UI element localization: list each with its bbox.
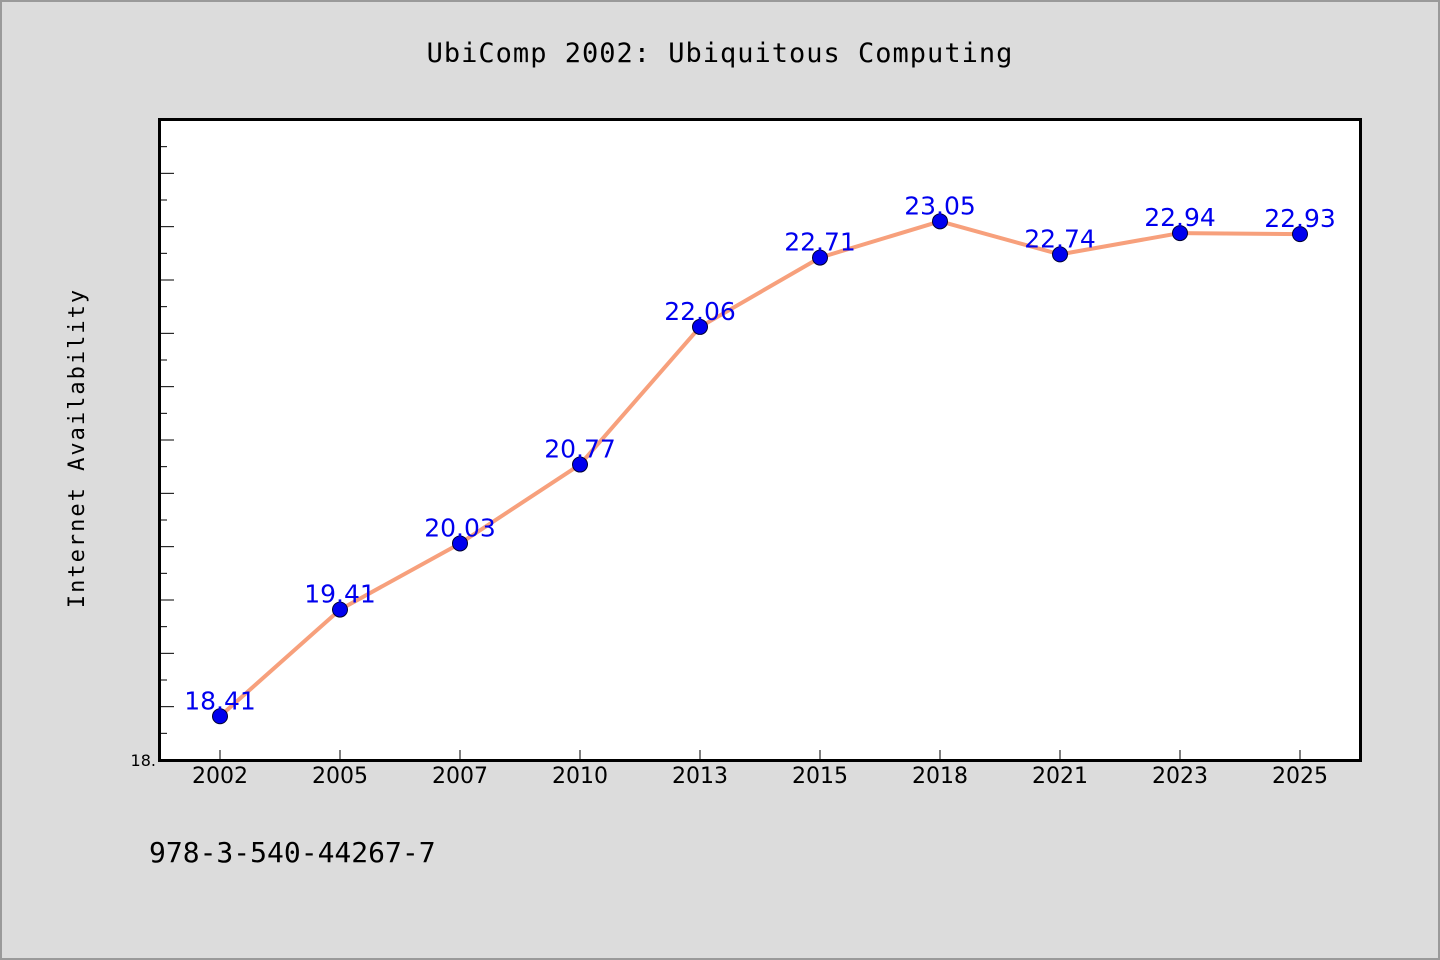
data-label: 18.41	[184, 686, 256, 715]
data-point	[332, 601, 348, 618]
data-point	[812, 249, 828, 266]
data-label: 23.05	[904, 191, 976, 220]
x-tick-label: 2013	[672, 764, 728, 789]
x-tick-label: 2025	[1272, 764, 1328, 789]
data-label: 20.77	[544, 435, 616, 464]
data-label: 19.41	[304, 580, 376, 609]
data-label: 22.06	[664, 297, 736, 326]
x-tick-label: 2021	[1032, 764, 1088, 789]
x-tick-label: 2018	[912, 764, 968, 789]
data-point	[452, 535, 468, 552]
data-point	[932, 213, 948, 230]
data-label: 22.94	[1144, 203, 1216, 232]
data-point	[1172, 225, 1188, 242]
y-axis-label: Internet Availability	[65, 288, 90, 608]
x-axis-ticks: 2002 2005 2007 2010 2013 2015 2018 2021 2023 2025	[192, 750, 1328, 789]
x-tick-label: 2002	[192, 764, 248, 789]
data-point	[212, 708, 228, 725]
plot-area	[158, 118, 1362, 762]
data-point	[572, 456, 588, 473]
x-tick-label: 2015	[792, 764, 848, 789]
y-tick-label: 18.	[131, 751, 156, 770]
isbn-footer: 978-3-540-44267-7	[149, 836, 436, 869]
data-label: 22.93	[1264, 204, 1336, 233]
chart-title: UbiComp 2002: Ubiquitous Computing	[427, 38, 1014, 69]
data-point	[692, 318, 708, 335]
x-tick-label: 2005	[312, 764, 368, 789]
data-point	[1052, 246, 1068, 263]
data-label: 20.03	[424, 513, 496, 542]
data-label: 22.74	[1024, 224, 1096, 253]
x-tick-label: 2007	[432, 764, 488, 789]
x-tick-label: 2010	[552, 764, 608, 789]
series-line	[218, 219, 1302, 719]
data-point	[1292, 226, 1308, 243]
data-label-layer: 18.41 19.41 20.03 20.77 22.06 22.71 23.05 22.74…	[184, 191, 1336, 715]
data-label: 22.71	[784, 228, 856, 257]
series-layer	[212, 213, 1308, 725]
x-tick-label: 2023	[1152, 764, 1208, 789]
y-axis-ticks: 18.	[131, 119, 174, 770]
